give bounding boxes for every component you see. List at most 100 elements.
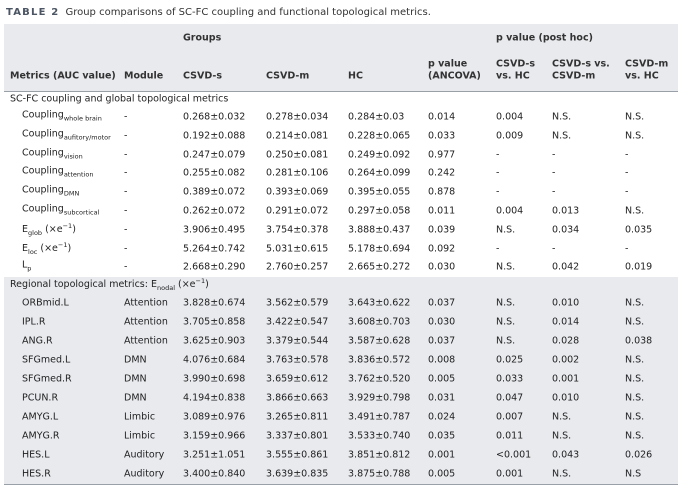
- row-label: SFGmed.R: [22, 374, 72, 385]
- cell: -: [625, 243, 629, 255]
- label-part: −1: [62, 221, 73, 230]
- label-part: ): [72, 223, 76, 235]
- label-part: subcortical: [63, 208, 100, 217]
- cell: 0.297±0.058: [348, 205, 411, 217]
- cell: 0.002: [552, 354, 580, 366]
- cell: 0.389±0.072: [183, 186, 246, 198]
- cell: 3.422±0.547: [266, 316, 329, 328]
- table-caption: TABLE 2 Group comparisons of SC-FC coupli…: [6, 7, 431, 18]
- cell: N.S.: [552, 130, 572, 142]
- table-number: TABLE 2: [6, 7, 60, 18]
- cell: -: [496, 149, 500, 161]
- row-label: ANG.R: [22, 336, 53, 347]
- cell: -: [552, 149, 556, 161]
- row-label: Couplingsubcortical: [22, 204, 99, 219]
- column-header: Metrics (AUC value): [10, 70, 116, 82]
- label-part: ): [205, 279, 209, 291]
- table-title: Group comparisons of SC-FC coupling and …: [65, 7, 431, 18]
- cell: 3.906±0.495: [183, 224, 246, 236]
- cell: Limbic: [124, 411, 156, 423]
- cell: N.S.: [625, 297, 645, 309]
- cell: 3.754±0.378: [266, 224, 329, 236]
- label-part: SFGmed.R: [22, 373, 72, 385]
- cell: Attention: [124, 297, 168, 309]
- cell: N.S.: [496, 261, 516, 273]
- label-part: E: [22, 242, 29, 254]
- column-header: CSVD-m: [625, 58, 669, 70]
- cell: 5.264±0.742: [183, 243, 246, 255]
- label-part: ORBmid.L: [22, 297, 69, 309]
- cell: 0.047: [496, 392, 524, 404]
- label-part: aufitory/motor: [63, 133, 111, 142]
- cell: 0.005: [428, 468, 456, 480]
- label-part: (×e: [37, 242, 58, 254]
- row-label: AMYG.L: [22, 412, 58, 423]
- label-part: −1: [195, 276, 206, 285]
- cell: 5.031±0.615: [266, 243, 329, 255]
- label-part: attention: [63, 170, 94, 179]
- column-header: (ANCOVA): [428, 70, 481, 82]
- cell: 0.092: [428, 243, 456, 255]
- column-header: HC: [348, 70, 363, 82]
- cell: 3.828±0.674: [183, 297, 246, 309]
- row-label: Couplingwhole brain: [22, 110, 102, 125]
- label-part: Coupling: [22, 203, 64, 215]
- row-label: Lp: [22, 260, 31, 275]
- cell: N.S.: [625, 373, 645, 385]
- cell: 3.625±0.903: [183, 335, 246, 347]
- cell: -: [625, 167, 629, 179]
- label-part: Coupling: [22, 165, 64, 177]
- cell: 0.249±0.092: [348, 149, 411, 161]
- cell: 3.851±0.812: [348, 449, 411, 461]
- label-part: HES.R: [22, 468, 51, 480]
- cell: 0.262±0.072: [183, 205, 246, 217]
- cell: 3.587±0.628: [348, 335, 411, 347]
- cell: 4.076±0.684: [183, 354, 246, 366]
- cell: N.S.: [625, 111, 645, 123]
- cell: N.S.: [552, 411, 572, 423]
- cell: 3.159±0.966: [183, 430, 246, 442]
- cell: 0.033: [496, 373, 524, 385]
- cell: 3.763±0.578: [266, 354, 329, 366]
- label-part: Coupling: [22, 128, 64, 140]
- cell: 0.037: [428, 297, 456, 309]
- label-part: −1: [57, 240, 68, 249]
- cell: N.S.: [625, 392, 645, 404]
- cell: 3.875±0.788: [348, 468, 411, 480]
- cell: 0.039: [428, 224, 456, 236]
- cell: N.S.: [552, 468, 572, 480]
- label-part: AMYG.R: [22, 430, 60, 442]
- cell: 3.659±0.612: [266, 373, 329, 385]
- cell: 0.228±0.065: [348, 130, 411, 142]
- cell: 0.024: [428, 411, 456, 423]
- cell: 0.011: [428, 205, 456, 217]
- row-label: PCUN.R: [22, 393, 58, 404]
- label-part: IPL.R: [22, 316, 46, 328]
- cell: -: [124, 205, 128, 217]
- row-label: Couplingvision: [22, 147, 83, 162]
- row-label: IPL.R: [22, 317, 45, 328]
- cell: -: [124, 167, 128, 179]
- cell: 3.866±0.663: [266, 392, 329, 404]
- cell: 2.760±0.257: [266, 261, 329, 273]
- label-part: (×e: [175, 279, 196, 291]
- cell: 0.192±0.088: [183, 130, 246, 142]
- cell: 0.026: [625, 449, 653, 461]
- cell: 0.255±0.082: [183, 167, 246, 179]
- label-part: SFGmed.L: [22, 354, 71, 366]
- cell: 0.250±0.081: [266, 149, 329, 161]
- cell: 0.037: [428, 335, 456, 347]
- cell: N.S.: [496, 316, 516, 328]
- cell: 2.665±0.272: [348, 261, 411, 273]
- cell: 0.214±0.081: [266, 130, 329, 142]
- cell: 4.194±0.838: [183, 392, 246, 404]
- cell: 3.888±0.437: [348, 224, 411, 236]
- cell: 0.034: [552, 224, 580, 236]
- cell: 5.178±0.694: [348, 243, 411, 255]
- row-label: CouplingDMN: [22, 185, 79, 200]
- cell: 0.001: [552, 373, 580, 385]
- cell: 3.836±0.572: [348, 354, 411, 366]
- cell: DMN: [124, 392, 147, 404]
- cell: 0.035: [625, 224, 653, 236]
- cell: 3.337±0.801: [266, 430, 329, 442]
